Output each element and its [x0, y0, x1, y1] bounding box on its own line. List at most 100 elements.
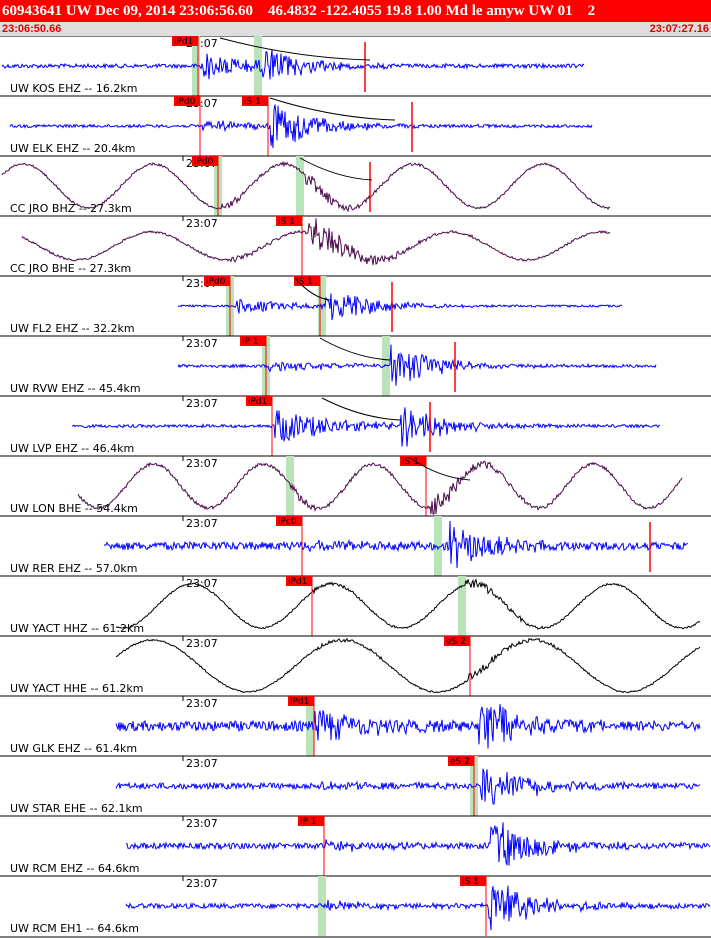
pick-label: iPd0	[206, 277, 226, 287]
pick-flag[interactable]	[240, 336, 266, 346]
trace-row[interactable]: 23:07 eS 2 UW STAR EHE -- 62.1km	[0, 755, 711, 816]
pick-flag[interactable]	[276, 516, 302, 526]
pick-flag[interactable]	[246, 396, 272, 406]
phase-pick[interactable]: iPd0	[174, 96, 201, 156]
phase-pick[interactable]: iP 1	[298, 816, 325, 876]
minute-label: 23:07	[186, 457, 218, 470]
pick-flag[interactable]	[400, 456, 426, 466]
pick-flag[interactable]	[288, 696, 314, 706]
pick-label: iPd0	[176, 97, 196, 107]
trace-row[interactable]: 23:07 iS 1 UW LON BHE -- 54.4km	[0, 455, 711, 516]
phase-pick[interactable]: eS 2	[448, 756, 475, 816]
travel-time-curve	[269, 97, 396, 121]
pick-label: iPd0	[194, 157, 214, 167]
station-label: UW FL2 EHZ -- 32.2km	[10, 322, 135, 335]
trace-row[interactable]: 23:07 iS 1 UW RCM EH1 -- 64.6km	[0, 875, 711, 936]
trace-row[interactable]: 23:07 eS 2 UW YACT HHE -- 61.2km	[0, 635, 711, 696]
arrival-band	[318, 276, 326, 336]
trace-row[interactable]: 23:07 iPd1 UW LVP EHZ -- 46.4km	[0, 395, 711, 456]
pick-label: iS 1	[462, 877, 479, 887]
pick-label: iPd1	[290, 697, 309, 707]
waveform	[177, 344, 657, 386]
pick-flag[interactable]	[298, 816, 324, 826]
phase-pick[interactable]: iS 1	[242, 96, 269, 156]
arrival-band	[192, 36, 200, 96]
waveform	[9, 104, 593, 149]
minute-label: 23:07	[186, 577, 218, 590]
station-label: UW RVW EHZ -- 45.4km	[10, 382, 141, 395]
pick-flag[interactable]	[294, 276, 320, 286]
pick-label: iP 1	[242, 337, 259, 347]
phase-pick[interactable]: iPd1	[172, 36, 199, 96]
phase-pick[interactable]: iPd1	[246, 396, 273, 456]
phase-pick[interactable]: iPd1	[288, 696, 315, 756]
pick-flag[interactable]	[286, 576, 312, 586]
pick-label: eS 2	[450, 757, 470, 767]
waveform	[71, 407, 661, 447]
pick-label: eS 2	[446, 637, 466, 647]
pick-flag[interactable]	[174, 96, 200, 106]
phase-pick[interactable]: iS 1	[276, 216, 303, 276]
window-start-time: 23:06:50.66	[2, 23, 62, 35]
pick-flag[interactable]	[242, 96, 268, 106]
trace-row[interactable]: 23:07 iS 1 CC JRO BHE -- 27.3km	[0, 215, 711, 276]
minute-label: 23:07	[186, 697, 218, 710]
pick-flag[interactable]	[204, 276, 230, 286]
pick-flag[interactable]	[448, 756, 474, 766]
pick-label: iPc0	[278, 517, 297, 527]
phase-pick[interactable]: iPd0	[204, 276, 231, 336]
time-window-bar: 23:06:50.66 23:07:27.16	[0, 22, 711, 36]
waveform	[77, 460, 683, 515]
pick-flag[interactable]	[276, 216, 302, 226]
trace-row[interactable]: 23:07 iPc0 UW RER EHZ -- 57.0km	[0, 515, 711, 576]
travel-time-curve	[299, 157, 373, 181]
pick-flag[interactable]	[444, 636, 470, 646]
travel-time-curve	[409, 457, 471, 481]
station-label: UW ELK EHZ -- 20.4km	[10, 142, 135, 155]
travel-time-curve	[319, 337, 391, 361]
pick-flag[interactable]	[460, 876, 486, 886]
station-label: UW STAR EHE -- 62.1km	[10, 802, 143, 815]
phase-pick[interactable]: iPd0	[192, 156, 219, 216]
waveform	[115, 578, 701, 630]
waveform	[1, 160, 611, 213]
waveform	[125, 885, 711, 931]
station-label: UW LVP EHZ -- 46.4km	[10, 442, 134, 455]
trace-row[interactable]: 23:07 iPd1 UW GLK EHZ -- 61.4km	[0, 695, 711, 756]
phase-pick[interactable]: iS 1	[400, 456, 427, 516]
phase-pick[interactable]: iS 1	[460, 876, 487, 936]
waveform	[177, 293, 623, 321]
pick-label: iS 1	[278, 217, 295, 227]
trace-row[interactable]: 23:07 iP 1 UW RCM EHZ -- 64.6km	[0, 815, 711, 876]
station-label: UW LON BHE -- 54.4km	[10, 502, 138, 515]
minute-label: 23:07	[186, 637, 218, 650]
arrival-band	[296, 156, 304, 216]
phase-pick[interactable]: iPc0	[276, 516, 303, 576]
pick-flag[interactable]	[192, 156, 218, 166]
station-label: UW GLK EHZ -- 61.4km	[10, 742, 137, 755]
station-label: UW RCM EHZ -- 64.6km	[10, 862, 139, 875]
trace-row[interactable]: 23:07iPd0CC JRO BHZ -- 27.3km	[0, 155, 711, 216]
trace-row[interactable]: 23:07 iP 1 UW RVW EHZ -- 45.4km	[0, 335, 711, 396]
phase-pick[interactable]: iP 1	[240, 336, 267, 396]
station-label: UW YACT HHE -- 61.2km	[10, 682, 144, 695]
arrival-band	[434, 516, 442, 576]
event-title: 60943641 UW Dec 09, 2014 23:06:56.60 46.…	[0, 0, 711, 22]
minute-label: 23:07	[186, 217, 218, 230]
trace-row[interactable]: 23:07 iPd1 UW YACT HHZ -- 61.2km	[0, 575, 711, 636]
station-label: UW YACT HHZ -- 61.2km	[10, 622, 144, 635]
minute-label: 23:07	[186, 517, 218, 530]
travel-time-curve	[219, 37, 371, 61]
pick-label: iS 1	[402, 457, 419, 467]
pick-flag[interactable]	[172, 36, 198, 46]
arrival-band	[458, 576, 466, 636]
phase-pick[interactable]: iPd1	[286, 576, 313, 636]
seismogram-panel[interactable]: 23:07 iPd1 UW KOS EHZ -- 16.2km 23:07 iPd0 iS…	[0, 36, 711, 938]
station-label: UW RER EHZ -- 57.0km	[10, 562, 137, 575]
waveform	[103, 520, 689, 568]
phase-pick[interactable]: iS 1	[294, 276, 321, 336]
phase-pick[interactable]: eS 2	[444, 636, 471, 696]
